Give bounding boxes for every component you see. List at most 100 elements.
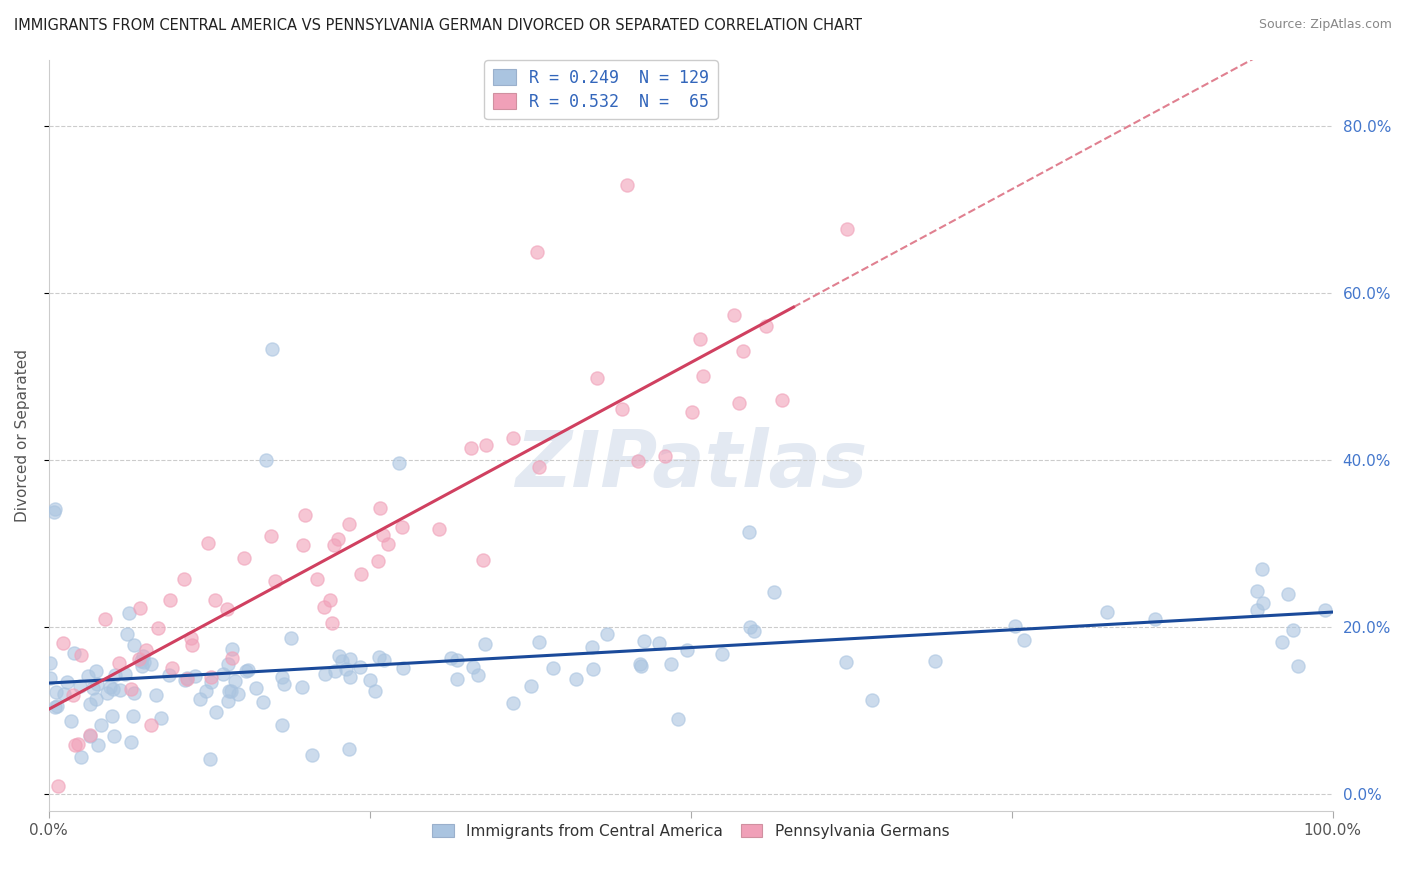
Point — [217, 657, 239, 671]
Point — [114, 666, 136, 681]
Point — [44, 502, 66, 516]
Point — [502, 431, 524, 445]
Point — [90, 718, 112, 732]
Point — [596, 627, 619, 641]
Point — [160, 661, 183, 675]
Point — [135, 642, 157, 657]
Point — [326, 533, 349, 547]
Point — [337, 517, 360, 532]
Point — [659, 657, 682, 672]
Point — [519, 679, 541, 693]
Point — [204, 593, 226, 607]
Point — [648, 636, 671, 650]
Point — [63, 646, 86, 660]
Point — [314, 667, 336, 681]
Point — [150, 711, 173, 725]
Point — [86, 692, 108, 706]
Point — [39, 671, 62, 685]
Point — [76, 669, 98, 683]
Point — [502, 696, 524, 710]
Point — [328, 649, 350, 664]
Point — [45, 699, 67, 714]
Point — [195, 683, 218, 698]
Point — [159, 593, 181, 607]
Point — [692, 369, 714, 384]
Point — [364, 683, 387, 698]
Point — [38, 656, 60, 670]
Point — [427, 522, 450, 536]
Point — [1251, 597, 1274, 611]
Point — [129, 601, 152, 615]
Point — [292, 538, 315, 552]
Point — [1277, 587, 1299, 601]
Point — [82, 681, 104, 695]
Point — [367, 650, 389, 665]
Point — [681, 405, 703, 419]
Point — [467, 668, 489, 682]
Point — [301, 748, 323, 763]
Point — [108, 656, 131, 670]
Point — [755, 319, 778, 334]
Point — [46, 779, 69, 793]
Point — [79, 729, 101, 743]
Text: Source: ZipAtlas.com: Source: ZipAtlas.com — [1258, 18, 1392, 31]
Point — [181, 638, 204, 652]
Point — [377, 537, 399, 551]
Point — [924, 654, 946, 668]
Point — [132, 649, 155, 664]
Point — [1315, 603, 1337, 617]
Point — [581, 640, 603, 654]
Point — [62, 688, 84, 702]
Point — [200, 675, 222, 690]
Point — [675, 642, 697, 657]
Point — [146, 621, 169, 635]
Point — [860, 692, 883, 706]
Point — [205, 706, 228, 720]
Point — [391, 519, 413, 533]
Point — [120, 735, 142, 749]
Point — [129, 654, 152, 668]
Point — [260, 343, 283, 357]
Point — [392, 661, 415, 675]
Point — [180, 631, 202, 645]
Point — [312, 599, 335, 614]
Point — [55, 675, 77, 690]
Point — [44, 505, 66, 519]
Point — [221, 651, 243, 665]
Point — [305, 572, 328, 586]
Point — [630, 658, 652, 673]
Point — [128, 652, 150, 666]
Point — [359, 673, 381, 687]
Point — [254, 453, 277, 467]
Point — [1286, 659, 1309, 673]
Point — [460, 442, 482, 456]
Point — [835, 655, 858, 669]
Point — [837, 222, 859, 236]
Point — [323, 538, 346, 552]
Point — [586, 371, 609, 385]
Point — [101, 682, 124, 697]
Point — [740, 619, 762, 633]
Point — [120, 681, 142, 696]
Point — [121, 708, 143, 723]
Point — [98, 680, 121, 694]
Point — [44, 700, 66, 714]
Point — [211, 666, 233, 681]
Point — [197, 536, 219, 550]
Point — [226, 687, 249, 701]
Y-axis label: Divorced or Separated: Divorced or Separated — [15, 349, 30, 522]
Point — [52, 635, 75, 649]
Point — [742, 624, 765, 638]
Point — [770, 393, 793, 408]
Point — [141, 657, 163, 671]
Point — [233, 550, 256, 565]
Legend: Immigrants from Central America, Pennsylvania Germans: Immigrants from Central America, Pennsyl… — [426, 818, 956, 845]
Point — [367, 554, 389, 568]
Point — [439, 651, 461, 665]
Point — [122, 638, 145, 652]
Point — [176, 672, 198, 686]
Point — [350, 566, 373, 581]
Point — [349, 659, 371, 673]
Point — [219, 683, 242, 698]
Point — [270, 669, 292, 683]
